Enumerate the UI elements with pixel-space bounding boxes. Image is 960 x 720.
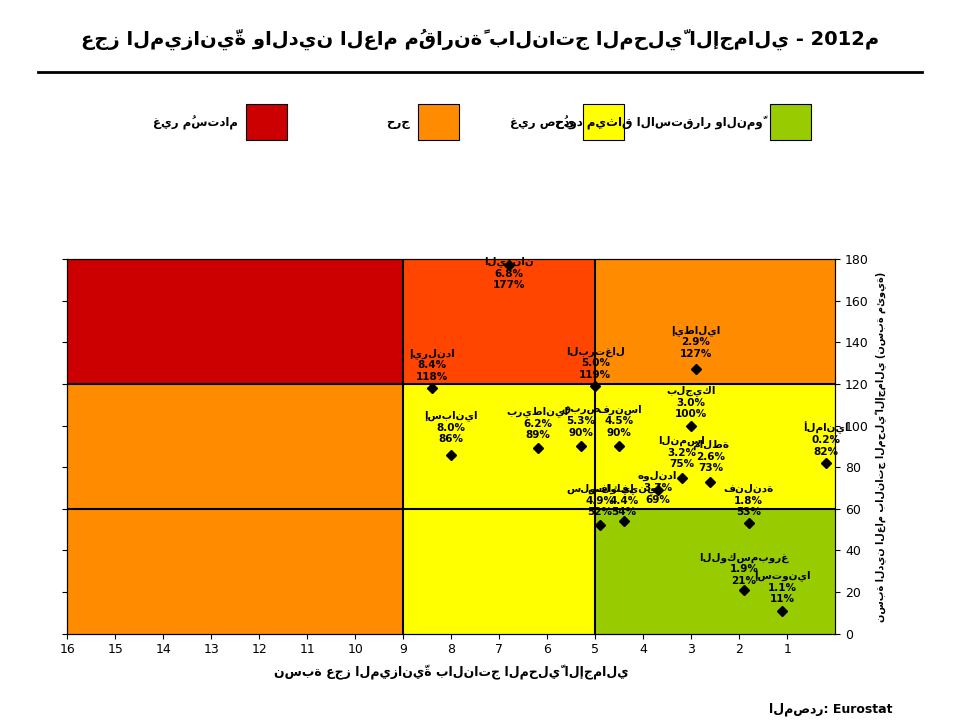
Bar — [67, 509, 403, 634]
Bar — [595, 384, 835, 509]
Text: إيرلندا
8.4%
118%: إيرلندا 8.4% 118% — [409, 348, 455, 382]
Bar — [67, 259, 403, 384]
Text: النمسا
3.2%
75%: النمسا 3.2% 75% — [659, 436, 705, 469]
Bar — [583, 104, 624, 140]
Bar — [403, 259, 595, 384]
Bar — [418, 104, 459, 140]
Text: غير صحي: غير صحي — [511, 116, 575, 129]
Text: إسبانيا
8.0%
86%: إسبانيا 8.0% 86% — [424, 410, 478, 444]
Text: المصدر: Eurostat: المصدر: Eurostat — [769, 703, 893, 716]
Bar — [595, 259, 835, 384]
Bar — [770, 104, 811, 140]
Text: حرج: حرج — [387, 116, 411, 129]
Y-axis label: نسبة الدين العام بالناتج المحليّ الإجمالي (نسبة مئوية): نسبة الدين العام بالناتج المحليّ الإجمال… — [876, 271, 887, 621]
Text: فرنسا
4.5%
90%: فرنسا 4.5% 90% — [597, 405, 641, 438]
Text: اليونان
6.8%
177%: اليونان 6.8% 177% — [484, 256, 534, 290]
Bar — [403, 384, 595, 509]
Text: غير مُستدام: غير مُستدام — [154, 115, 238, 130]
Text: قبرص
5.3%
90%: قبرص 5.3% 90% — [561, 405, 601, 438]
Bar — [246, 104, 287, 140]
Bar — [403, 509, 595, 634]
Text: إيطاليا
2.9%
127%: إيطاليا 2.9% 127% — [671, 325, 721, 359]
Bar — [595, 509, 835, 634]
X-axis label: نسبة عجز الميزانيّة بالناتج المحليّ الإجمالي: نسبة عجز الميزانيّة بالناتج المحليّ الإج… — [274, 665, 629, 680]
Text: اللوكسمبورغ
1.9%
21%: اللوكسمبورغ 1.9% 21% — [699, 552, 789, 586]
Text: البرتغال
5.0%
119%: البرتغال 5.0% 119% — [565, 346, 625, 380]
Text: سلوفاكيا
4.9%
52%: سلوفاكيا 4.9% 52% — [566, 483, 634, 517]
Text: عجز الميزانيّة والدين العام مُقارنةً بالناتج المحليّ الإجمالي - 2012م: عجز الميزانيّة والدين العام مُقارنةً بال… — [81, 29, 879, 50]
Text: بريطانيا
6.2%
89%: بريطانيا 6.2% 89% — [507, 406, 568, 440]
Text: حُدود ميثاق الاستقرار والنموّ: حُدود ميثاق الاستقرار والنموّ — [555, 115, 762, 130]
Bar — [67, 384, 403, 509]
Text: إستونيا
1.1%
11%: إستونيا 1.1% 11% — [755, 570, 810, 605]
Text: بلجيكا
3.0%
100%: بلجيكا 3.0% 100% — [666, 385, 716, 419]
Text: سلوفينيا
4.4%
54%: سلوفينيا 4.4% 54% — [588, 483, 660, 517]
Text: فنلندة
1.8%
53%: فنلندة 1.8% 53% — [724, 484, 774, 517]
Text: ألمانيا
0.2%
82%: ألمانيا 0.2% 82% — [803, 421, 849, 456]
Text: مالطة
2.6%
73%: مالطة 2.6% 73% — [692, 440, 729, 474]
Text: هولندا
3.7%
69%: هولندا 3.7% 69% — [637, 471, 678, 505]
